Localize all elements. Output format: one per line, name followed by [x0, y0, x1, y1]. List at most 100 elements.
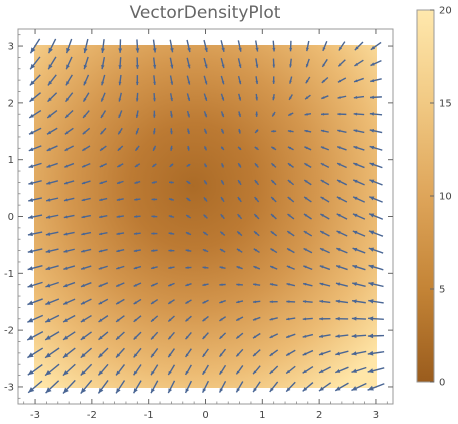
vector-arrow	[321, 58, 328, 68]
vector-arrow	[28, 109, 42, 119]
vector-arrow	[186, 75, 191, 85]
vector-arrow	[151, 232, 158, 235]
vector-arrow	[337, 129, 347, 133]
y-tick-label: 3	[8, 42, 14, 53]
vector-arrow	[150, 380, 159, 394]
vector-arrow	[351, 366, 367, 373]
vector-arrow	[287, 112, 294, 117]
vector-arrow	[352, 247, 366, 254]
vector-arrow	[252, 349, 261, 357]
vector-arrow	[334, 382, 349, 392]
vector-arrow	[237, 179, 242, 186]
vector-arrow	[133, 331, 142, 341]
vector-arrow	[202, 315, 209, 322]
vector-arrow	[235, 381, 244, 393]
vector-arrow	[116, 265, 125, 270]
vector-arrow	[218, 381, 227, 393]
vector-arrow	[45, 197, 59, 202]
vector-arrow	[28, 197, 42, 202]
vector-arrow	[169, 75, 174, 85]
vector-arrow	[237, 213, 243, 220]
vector-arrow	[238, 93, 242, 101]
vector-arrow	[237, 40, 242, 52]
vector-arrow	[153, 110, 156, 118]
vector-arrow	[320, 213, 330, 220]
vector-arrow	[272, 76, 276, 84]
vector-arrow	[220, 40, 225, 53]
vector-arrow	[272, 40, 276, 52]
vector-arrow	[116, 215, 124, 218]
vector-arrow	[65, 92, 74, 103]
vector-arrow	[221, 163, 225, 168]
vector-arrow	[150, 348, 159, 358]
vector-arrow	[118, 39, 123, 53]
vector-arrow	[135, 39, 140, 53]
axis-layer: -3 -2 -1 0 1 2 3 -3 -2 -1 0 1 2 3	[4, 29, 393, 421]
vector-arrow	[100, 92, 106, 102]
vector-arrow	[118, 57, 122, 70]
vector-arrow	[254, 146, 259, 151]
vector-arrow	[353, 162, 365, 169]
vector-arrow	[219, 332, 227, 340]
vector-arrow	[203, 57, 208, 69]
vector-arrow	[270, 230, 278, 237]
vector-arrow	[186, 197, 191, 202]
vector-arrow	[28, 162, 42, 169]
vector-arrow	[80, 282, 92, 288]
vector-arrow	[287, 129, 294, 133]
vector-arrow	[336, 196, 348, 203]
vector-arrow	[303, 213, 312, 220]
vector-arrow	[270, 213, 277, 220]
vector-arrow	[269, 365, 279, 375]
vector-arrow	[237, 58, 242, 69]
vector-arrow	[253, 248, 260, 254]
vector-arrow	[98, 331, 109, 341]
vector-arrow	[370, 78, 382, 83]
vector-arrow	[185, 315, 192, 322]
vector-arrow	[269, 333, 279, 339]
vector-arrow	[236, 248, 243, 253]
vector-arrow	[302, 317, 313, 321]
vector-arrow	[186, 163, 191, 168]
vector-arrow	[255, 111, 258, 117]
vector-arrow	[335, 350, 349, 356]
vector-arrow	[305, 40, 310, 52]
vector-arrow	[27, 347, 44, 359]
vector-arrow	[305, 58, 310, 68]
vector-arrow	[185, 331, 192, 340]
vector-arrow	[168, 198, 175, 201]
vector-arrow	[28, 127, 42, 135]
vector-arrow	[153, 75, 156, 86]
vector-arrow	[367, 350, 385, 356]
y-tick-label: 1	[8, 155, 14, 166]
vector-arrow	[81, 231, 92, 236]
vector-arrow	[319, 299, 331, 304]
vector-arrow	[336, 146, 347, 151]
vector-arrow	[97, 380, 109, 394]
vector-arrow	[118, 110, 123, 119]
vector-arrow	[185, 231, 192, 236]
vector-arrow	[135, 110, 139, 119]
vector-arrow	[65, 56, 73, 70]
vector-arrow	[337, 59, 346, 67]
vector-arrow	[220, 196, 225, 203]
vector-arrow	[367, 383, 385, 391]
vector-arrow	[370, 59, 382, 67]
vector-arrow	[116, 180, 124, 185]
vector-arrow	[99, 197, 108, 202]
vector-arrow	[64, 145, 75, 152]
vector-arrow	[134, 215, 141, 218]
x-tick-label: 2	[316, 410, 322, 421]
vector-arrow	[64, 162, 75, 168]
vector-arrow	[320, 196, 330, 203]
vector-arrow	[184, 364, 192, 376]
vector-arrow	[150, 266, 158, 270]
vector-arrow	[63, 231, 75, 236]
vector-arrow	[169, 163, 174, 168]
vector-arrow	[62, 379, 76, 394]
vector-arrow	[170, 128, 173, 135]
vector-arrow	[168, 282, 175, 287]
vector-arrow	[116, 232, 125, 236]
vector-arrow	[352, 213, 366, 220]
vector-arrow	[63, 265, 76, 270]
